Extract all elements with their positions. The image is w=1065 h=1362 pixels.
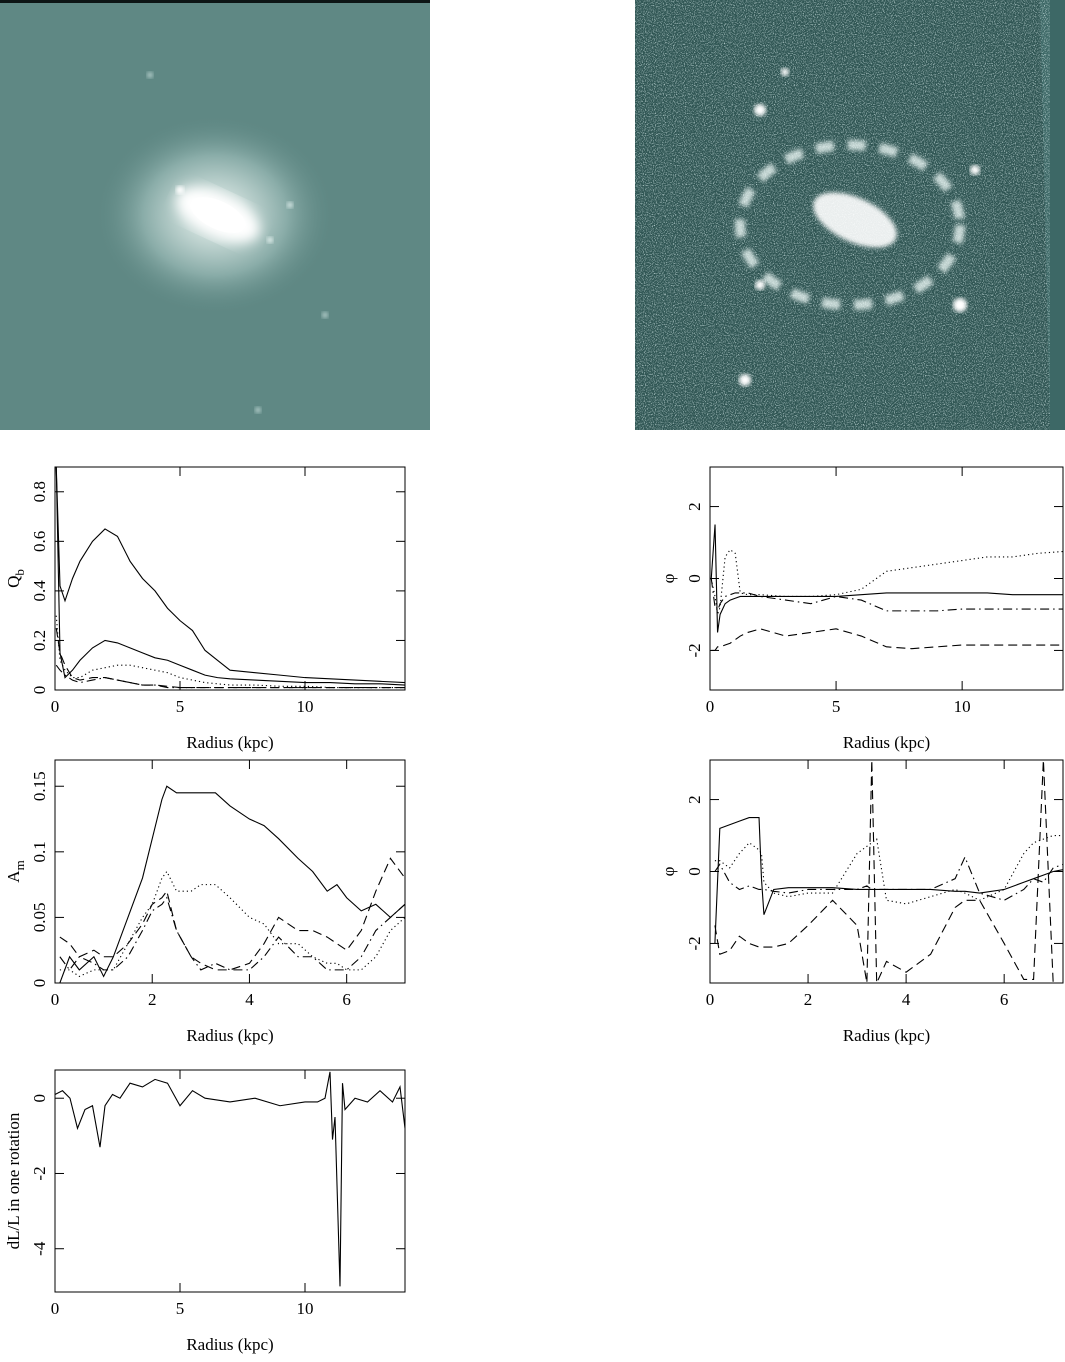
y-axis-label-sub: m (12, 860, 27, 870)
x-tick-label: 5 (176, 697, 185, 716)
y-tick-label: 0 (685, 867, 704, 876)
y-tick-label: 0.15 (30, 771, 49, 801)
y-tick-label: 2 (685, 795, 704, 804)
plot-frame (54, 759, 406, 984)
y-tick-label: 2 (685, 502, 704, 511)
y-axis-label-main: Q (4, 576, 23, 588)
data-line (714, 817, 1063, 944)
y-tick-label: -2 (685, 936, 704, 950)
data-line (59, 857, 405, 971)
y-axis-label: φ (659, 573, 678, 583)
x-tick-label: 2 (804, 990, 813, 1009)
x-tick-label: 10 (297, 1299, 314, 1318)
data-line (710, 548, 1063, 615)
y-tick-label: 0.1 (30, 841, 49, 862)
x-tick-label: 0 (51, 1299, 60, 1318)
data-line (55, 467, 405, 686)
data-line (714, 760, 1063, 983)
y-axis-label-main: φ (659, 866, 678, 876)
chart: 0 5 10 -4 -2 0 Radius (kpc) dL/L in one rotatio… (4, 1069, 406, 1354)
plot-frame (709, 759, 1064, 984)
y-tick-label: -2 (685, 643, 704, 657)
x-axis-label: Radius (kpc) (186, 1335, 273, 1354)
y-tick-label: -2 (30, 1166, 49, 1180)
x-tick-label: 0 (706, 990, 715, 1009)
x-tick-label: 0 (51, 697, 60, 716)
y-axis-label-sub: b (12, 569, 27, 576)
data-line (55, 615, 405, 689)
y-tick-label: 0.8 (30, 481, 49, 502)
y-axis-label-main: φ (659, 573, 678, 583)
y-axis-label: φ (659, 866, 678, 876)
y-tick-label: -4 (30, 1241, 49, 1256)
chart: 0 5 10 -2 0 2 Radius (kpc) φ (659, 466, 1064, 752)
chart: 0 2 4 6 -2 0 2 Radius (kpc) φ (659, 759, 1064, 1045)
plot-frame (709, 466, 1064, 691)
data-line (710, 524, 1063, 633)
y-axis-label-main: A (4, 870, 23, 883)
data-line (710, 578, 1063, 613)
x-axis-label: Radius (kpc) (186, 733, 273, 752)
data-line (714, 834, 1063, 905)
data-line (59, 896, 405, 971)
x-tick-label: 5 (832, 697, 841, 716)
y-tick-label: 0 (685, 574, 704, 583)
x-tick-label: 5 (176, 1299, 185, 1318)
data-line (55, 664, 405, 689)
x-tick-label: 4 (902, 990, 911, 1009)
x-tick-label: 10 (297, 697, 314, 716)
right-galaxy-image (635, 0, 1065, 430)
x-axis-label: Radius (kpc) (843, 1026, 930, 1045)
y-tick-label: 0 (30, 979, 49, 988)
y-tick-label: 0.2 (30, 630, 49, 651)
x-tick-label: 10 (954, 697, 971, 716)
y-tick-label: 0.05 (30, 903, 49, 933)
data-line (55, 467, 405, 684)
x-tick-label: 6 (342, 990, 351, 1009)
y-axis-label-main: dL/L in one rotation (4, 1112, 23, 1249)
y-axis-label: dL/L in one rotation (4, 1112, 23, 1249)
plot-frame (54, 466, 406, 691)
x-tick-label: 0 (51, 990, 60, 1009)
chart: 0 5 10 0 0.2 0.4 0.6 0.8 Radius (kpc) Qb (4, 466, 406, 752)
x-tick-label: 4 (245, 990, 254, 1009)
plot-frame (54, 1069, 406, 1293)
x-axis-label: Radius (kpc) (186, 1026, 273, 1045)
data-line (711, 628, 1063, 651)
x-axis-label: Radius (kpc) (843, 733, 930, 752)
y-tick-label: 0 (30, 686, 49, 695)
x-tick-label: 2 (148, 990, 157, 1009)
y-tick-label: 0.6 (30, 531, 49, 552)
x-tick-label: 6 (1000, 990, 1009, 1009)
y-tick-label: 0 (30, 1094, 49, 1103)
data-line (59, 870, 405, 978)
chart: 0 2 4 6 0 0.05 0.1 0.15 Radius (kpc) Am (4, 759, 406, 1045)
data-line (55, 1071, 405, 1287)
y-tick-label: 0.4 (30, 580, 49, 602)
y-axis-label: Am (4, 860, 27, 882)
data-line (59, 785, 405, 983)
x-tick-label: 0 (706, 697, 715, 716)
data-line (55, 627, 405, 689)
left-galaxy-image (0, 0, 430, 430)
y-axis-label: Qb (4, 569, 27, 588)
data-line (714, 855, 1063, 901)
